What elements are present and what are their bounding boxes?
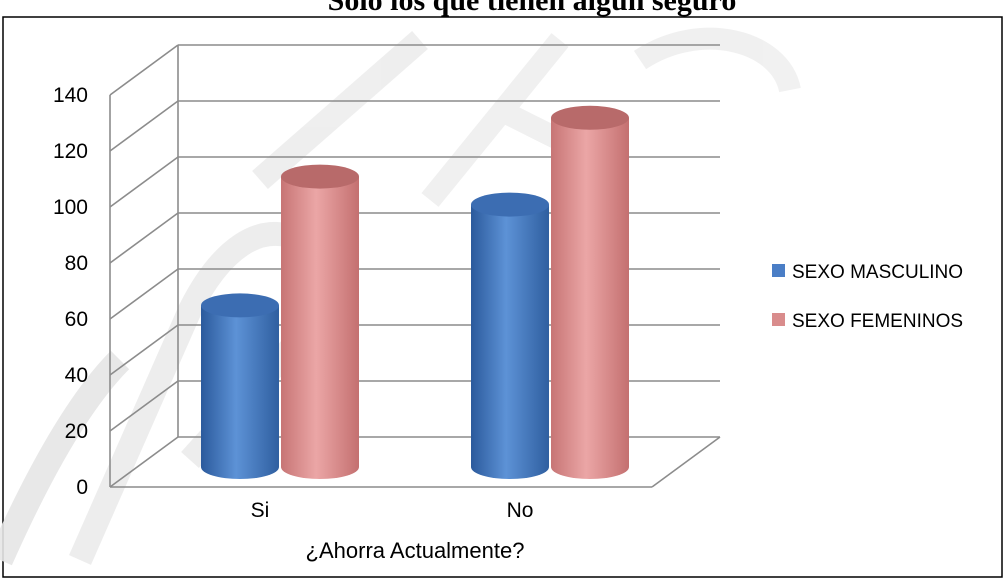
- gridline-side: [109, 44, 179, 96]
- bar-body: [281, 176, 359, 479]
- y-tick-label: 60: [65, 308, 88, 331]
- gridline-side: [109, 212, 179, 264]
- bar-no-0: [471, 192, 549, 479]
- legend: SEXO MASCULINO SEXO FEMENINOS: [772, 262, 963, 332]
- y-tick-label: 100: [53, 196, 88, 219]
- bar-body: [201, 305, 279, 479]
- y-tick-label: 120: [53, 140, 88, 163]
- bar-body: [471, 204, 549, 479]
- y-tick-label: 20: [65, 420, 88, 443]
- x-tick-label: No: [507, 499, 534, 522]
- bar-top: [551, 105, 629, 130]
- y-tick-label: 0: [76, 476, 88, 499]
- gridline-side: [109, 156, 179, 208]
- bar-no-1: [551, 105, 629, 480]
- legend-label-masculino: SEXO MASCULINO: [792, 262, 963, 283]
- gridline-side: [109, 436, 179, 488]
- watermark: [0, 27, 801, 566]
- y-tick-label: 40: [65, 364, 88, 387]
- legend-label-femeninos: SEXO FEMENINOS: [792, 311, 963, 332]
- bar-top: [201, 293, 279, 318]
- bar-si-1: [281, 164, 359, 479]
- gridline-side: [109, 324, 179, 376]
- x-tick-label: Si: [251, 499, 270, 522]
- bar-body: [551, 117, 629, 480]
- axes: [109, 45, 721, 488]
- gridline-side: [109, 268, 179, 320]
- chart-frame: [2, 16, 1003, 578]
- bar-top: [281, 164, 359, 189]
- x-axis-title: ¿Ahorra Actualmente?: [306, 538, 525, 563]
- chart-title: Sólo los que tienen algún seguro: [328, 0, 737, 17]
- axis-labels: 0 20 40 60 80 100 120 140 Si No: [53, 84, 533, 522]
- bars: [201, 105, 629, 480]
- legend-swatch-masculino: [772, 264, 785, 277]
- bar-top: [471, 192, 549, 217]
- y-tick-label: 80: [65, 252, 88, 275]
- legend-swatch-femeninos: [772, 313, 785, 326]
- y-tick-label: 140: [53, 84, 88, 107]
- gridline-side: [109, 100, 179, 152]
- bar-si-0: [201, 293, 279, 479]
- gridline-side: [109, 380, 179, 432]
- floor-right-edge: [651, 436, 721, 488]
